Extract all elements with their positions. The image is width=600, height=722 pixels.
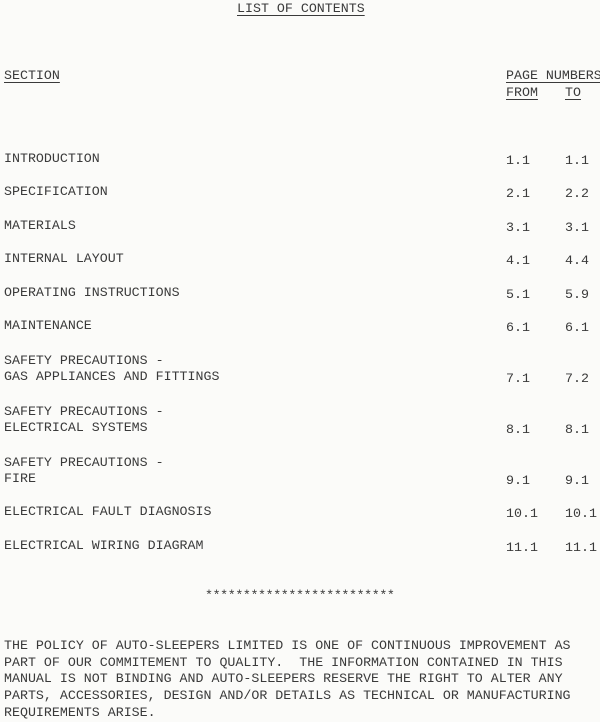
page-to: 6.1 [565, 320, 589, 335]
page-to: 4.4 [565, 253, 589, 268]
page-numbers-header: PAGE NUMBERS [506, 68, 600, 83]
section-title: MATERIALS [4, 218, 76, 234]
to-header: TO [565, 85, 581, 100]
disclaimer: THE POLICY OF AUTO-SLEEPERS LIMITED IS O… [4, 638, 571, 720]
page-from: 7.1 [506, 371, 530, 386]
page-to: 8.1 [565, 422, 589, 437]
page-to: 5.9 [565, 287, 589, 302]
page-from: 3.1 [506, 220, 530, 235]
section-title: SAFETY PRECAUTIONS - FIRE [4, 454, 164, 487]
page-to: 9.1 [565, 473, 589, 488]
contents-row: ELECTRICAL WIRING DIAGRAM 11.1 11.1 [0, 521, 600, 555]
section-title: INTRODUCTION [4, 151, 100, 167]
page-from: 1.1 [506, 153, 530, 168]
section-title: ELECTRICAL WIRING DIAGRAM [4, 538, 204, 554]
section-title: SAFETY PRECAUTIONS - GAS APPLIANCES AND … [4, 352, 220, 385]
page-from: 6.1 [506, 320, 530, 335]
contents-row: SAFETY PRECAUTIONS - FIRE 9.1 9.1 [0, 454, 600, 488]
page-from: 11.1 [506, 540, 538, 555]
page-title: LIST OF CONTENTS [237, 1, 365, 16]
contents-row: SAFETY PRECAUTIONS - ELECTRICAL SYSTEMS 8… [0, 403, 600, 437]
contents-row: SPECIFICATION 2.1 2.2 [0, 167, 600, 201]
contents-row: SAFETY PRECAUTIONS - GAS APPLIANCES AND … [0, 352, 600, 386]
page-to: 2.2 [565, 186, 589, 201]
page-from: 5.1 [506, 287, 530, 302]
page-to: 10.1 [565, 506, 597, 521]
page-to: 1.1 [565, 153, 589, 168]
from-header: FROM [506, 85, 538, 100]
contents-row: OPERATING INSTRUCTIONS 5.1 5.9 [0, 268, 600, 302]
section-title: INTERNAL LAYOUT [4, 251, 124, 267]
page-to: 7.2 [565, 371, 589, 386]
page-from: 8.1 [506, 422, 530, 437]
contents-row: MAINTENANCE 6.1 6.1 [0, 301, 600, 335]
page-from: 9.1 [506, 473, 530, 488]
page-from: 4.1 [506, 253, 530, 268]
section-title: MAINTENANCE [4, 318, 92, 334]
page-from: 2.1 [506, 186, 530, 201]
contents-row: INTRODUCTION 1.1 1.1 [0, 134, 600, 168]
section-header: SECTION [4, 68, 60, 83]
contents-row: MATERIALS 3.1 3.1 [0, 201, 600, 235]
page-from: 10.1 [506, 506, 538, 521]
section-title: ELECTRICAL FAULT DIAGNOSIS [4, 504, 212, 520]
contents-row: INTERNAL LAYOUT 4.1 4.4 [0, 234, 600, 268]
section-title: SPECIFICATION [4, 184, 108, 200]
section-title: OPERATING INSTRUCTIONS [4, 285, 180, 301]
contents-row: ELECTRICAL FAULT DIAGNOSIS 10.1 10.1 [0, 487, 600, 521]
page-to: 3.1 [565, 220, 589, 235]
section-title: SAFETY PRECAUTIONS - ELECTRICAL SYSTEMS [4, 403, 164, 436]
separator: ************************* [205, 588, 395, 603]
page-to: 11.1 [565, 540, 597, 555]
